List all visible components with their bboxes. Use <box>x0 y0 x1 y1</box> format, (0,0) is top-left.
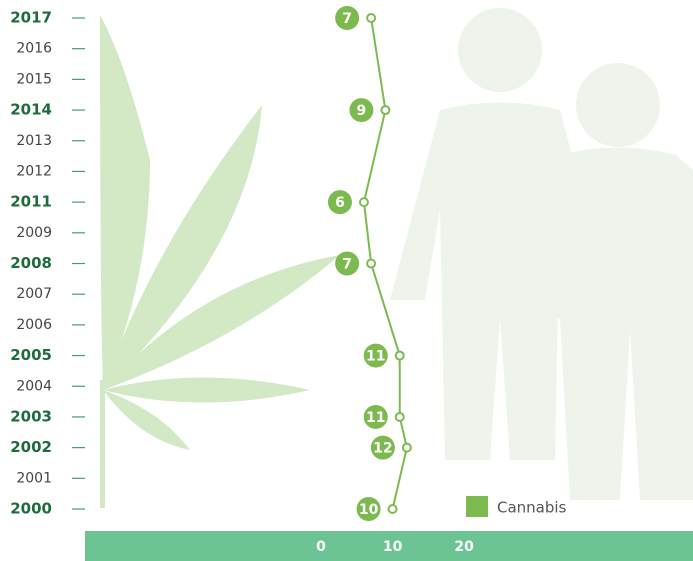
y-tick-label: 2011 <box>10 193 52 211</box>
point <box>360 198 368 206</box>
y-tick-label: 2001 <box>16 470 52 486</box>
point <box>403 444 411 452</box>
y-tick-label: 2007 <box>16 286 52 302</box>
value-label: 11 <box>366 349 385 365</box>
y-tick-label: 2013 <box>16 133 52 149</box>
point <box>396 413 404 421</box>
y-tick-label: 2017 <box>10 9 52 27</box>
y-tick-label: 2004 <box>16 378 52 394</box>
value-label: 7 <box>342 257 352 273</box>
y-tick-label: 2006 <box>16 317 52 333</box>
y-tick-label: 2008 <box>10 254 52 272</box>
chart: Cannabis 2017201620152014201320122011200… <box>0 0 693 561</box>
y-tick-label: 2002 <box>10 438 52 456</box>
point <box>381 106 389 114</box>
y-tick-label: 2000 <box>10 500 52 518</box>
point <box>396 352 404 360</box>
y-tick-label: 2003 <box>10 407 52 425</box>
y-tick-label: 2015 <box>16 71 52 87</box>
y-tick-label: 2012 <box>16 163 52 179</box>
y-tick-label: 2005 <box>10 346 52 364</box>
y-tick-label: 2016 <box>16 41 52 57</box>
value-label: 6 <box>335 195 345 211</box>
legend-swatch <box>466 496 488 517</box>
point <box>389 505 397 513</box>
point <box>367 260 375 268</box>
x-tick-label: 0 <box>316 539 326 555</box>
y-tick-label: 2014 <box>10 101 52 119</box>
point <box>367 14 375 22</box>
legend-label: Cannabis <box>497 499 567 517</box>
x-tick-label: 10 <box>383 539 403 555</box>
value-label: 9 <box>357 103 367 119</box>
value-label: 10 <box>359 502 379 518</box>
x-tick-label: 20 <box>454 539 474 555</box>
value-label: 12 <box>373 441 392 457</box>
background-art <box>390 8 693 500</box>
y-tick-label: 2009 <box>16 225 52 241</box>
value-label: 7 <box>342 11 352 27</box>
value-label: 11 <box>366 410 385 426</box>
leaf-art <box>100 15 340 508</box>
